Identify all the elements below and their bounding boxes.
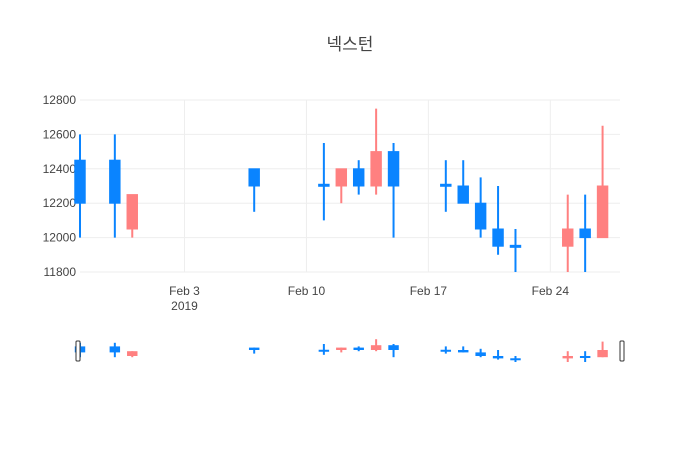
candle-body[interactable] (109, 159, 121, 204)
candle-body[interactable] (352, 168, 365, 187)
rangeslider-candle-body (597, 350, 608, 358)
candle-body[interactable] (509, 244, 522, 248)
rangeslider-left-handle[interactable] (75, 340, 81, 362)
y-tick-label: 12400 (43, 162, 77, 176)
candle-body[interactable] (596, 185, 609, 239)
rangeslider-candle-body (492, 356, 504, 359)
rangeslider-candle-body (388, 345, 399, 350)
rangeslider-candle-body (353, 347, 364, 350)
candle-body[interactable] (335, 168, 348, 187)
candle-body[interactable] (248, 168, 260, 187)
rangeslider-candle-body (127, 351, 138, 356)
rangeslider-candle-body (562, 356, 573, 359)
rangeslider-candle-body (248, 347, 260, 350)
candle-body[interactable] (457, 185, 469, 204)
candle-body[interactable] (126, 194, 138, 230)
candle-body[interactable] (74, 159, 86, 204)
rangeslider-candle-body (458, 350, 469, 353)
y-tick-label: 11800 (44, 265, 77, 279)
x-tick-label: Feb 24 (532, 284, 570, 298)
x-tick-sublabel: 2019 (171, 299, 198, 313)
y-tick-label: 12000 (43, 231, 77, 245)
y-tick-label: 12800 (43, 93, 77, 107)
candle-body[interactable] (474, 202, 487, 230)
candle-body[interactable] (492, 228, 504, 247)
rangeslider-candle-body (370, 345, 382, 350)
rangeslider-candle-body (318, 349, 330, 352)
y-tick-label: 12200 (43, 196, 77, 210)
candle-body[interactable] (370, 151, 382, 187)
x-tick-label: Feb 17 (410, 284, 448, 298)
rangeslider-right-handle[interactable] (619, 340, 625, 362)
rangeslider-candle-body (510, 358, 521, 361)
rangeslider-candle-body (109, 346, 121, 353)
candle-body[interactable] (440, 183, 452, 187)
rangeslider-candle-body (336, 347, 347, 350)
x-tick-label: Feb 10 (288, 284, 326, 298)
rangeslider-candle-body (475, 352, 486, 356)
candle-body[interactable] (562, 228, 574, 247)
rangeslider-candle-body (440, 349, 452, 352)
candle-body[interactable] (387, 151, 400, 187)
rangeslider-candle-body (579, 356, 591, 358)
chart-title: 넥스턴 (326, 35, 374, 55)
y-tick-label: 12600 (43, 127, 77, 141)
candle-body[interactable] (318, 183, 330, 187)
candle-body[interactable] (579, 228, 591, 239)
x-tick-label: Feb 3 (169, 284, 200, 298)
